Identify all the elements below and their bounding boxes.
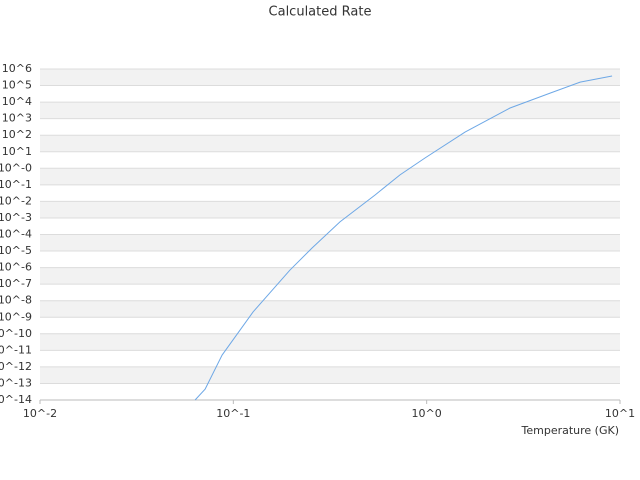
y-tick-label: 10^-14	[0, 393, 32, 406]
x-tick-label: 10^1	[605, 407, 635, 420]
x-tick-label: 10^-2	[23, 407, 57, 420]
y-tick-label: 10^-8	[0, 294, 32, 307]
data-line	[194, 75, 613, 401]
y-tick-label: 10^-9	[0, 310, 32, 323]
x-axis-label: Temperature (GK)	[521, 424, 620, 437]
y-tick-label: 10^-7	[0, 277, 32, 290]
y-tick-label: 10^6	[2, 62, 32, 75]
chart-title: Calculated Rate	[269, 5, 372, 20]
y-tick-label: 10^-0	[0, 161, 32, 174]
grid-band	[40, 300, 620, 318]
y-tick-label: 10^-12	[0, 360, 32, 373]
y-tick-label: 10^-11	[0, 343, 32, 356]
grid-band	[40, 366, 620, 384]
y-tick-label: 10^-2	[0, 194, 32, 207]
grid-band	[40, 267, 620, 285]
y-tick-label: 10^-4	[0, 228, 32, 241]
grid-band	[40, 234, 620, 252]
y-tick-label: 10^-13	[0, 376, 32, 389]
grid-band	[40, 135, 620, 152]
x-tick-label: 10^0	[412, 407, 442, 420]
x-tick-label: 10^-1	[216, 407, 250, 420]
y-tick-label: 10^-6	[0, 261, 32, 274]
y-tick-label: 10^4	[2, 95, 32, 108]
grid-band	[40, 69, 620, 86]
y-tick-label: 10^3	[2, 112, 32, 125]
grid-band	[40, 168, 620, 185]
y-tick-label: 10^5	[2, 79, 32, 92]
y-tick-label: 10^-10	[0, 327, 32, 340]
y-tick-label: 10^-3	[0, 211, 32, 224]
grid-band	[40, 333, 620, 351]
y-tick-label: 10^2	[2, 128, 32, 141]
grid-band	[40, 201, 620, 218]
y-tick-label: 10^-5	[0, 244, 32, 257]
grid-band	[40, 102, 620, 119]
y-tick-label: 10^1	[2, 145, 32, 158]
y-tick-label: 10^-1	[0, 178, 32, 191]
